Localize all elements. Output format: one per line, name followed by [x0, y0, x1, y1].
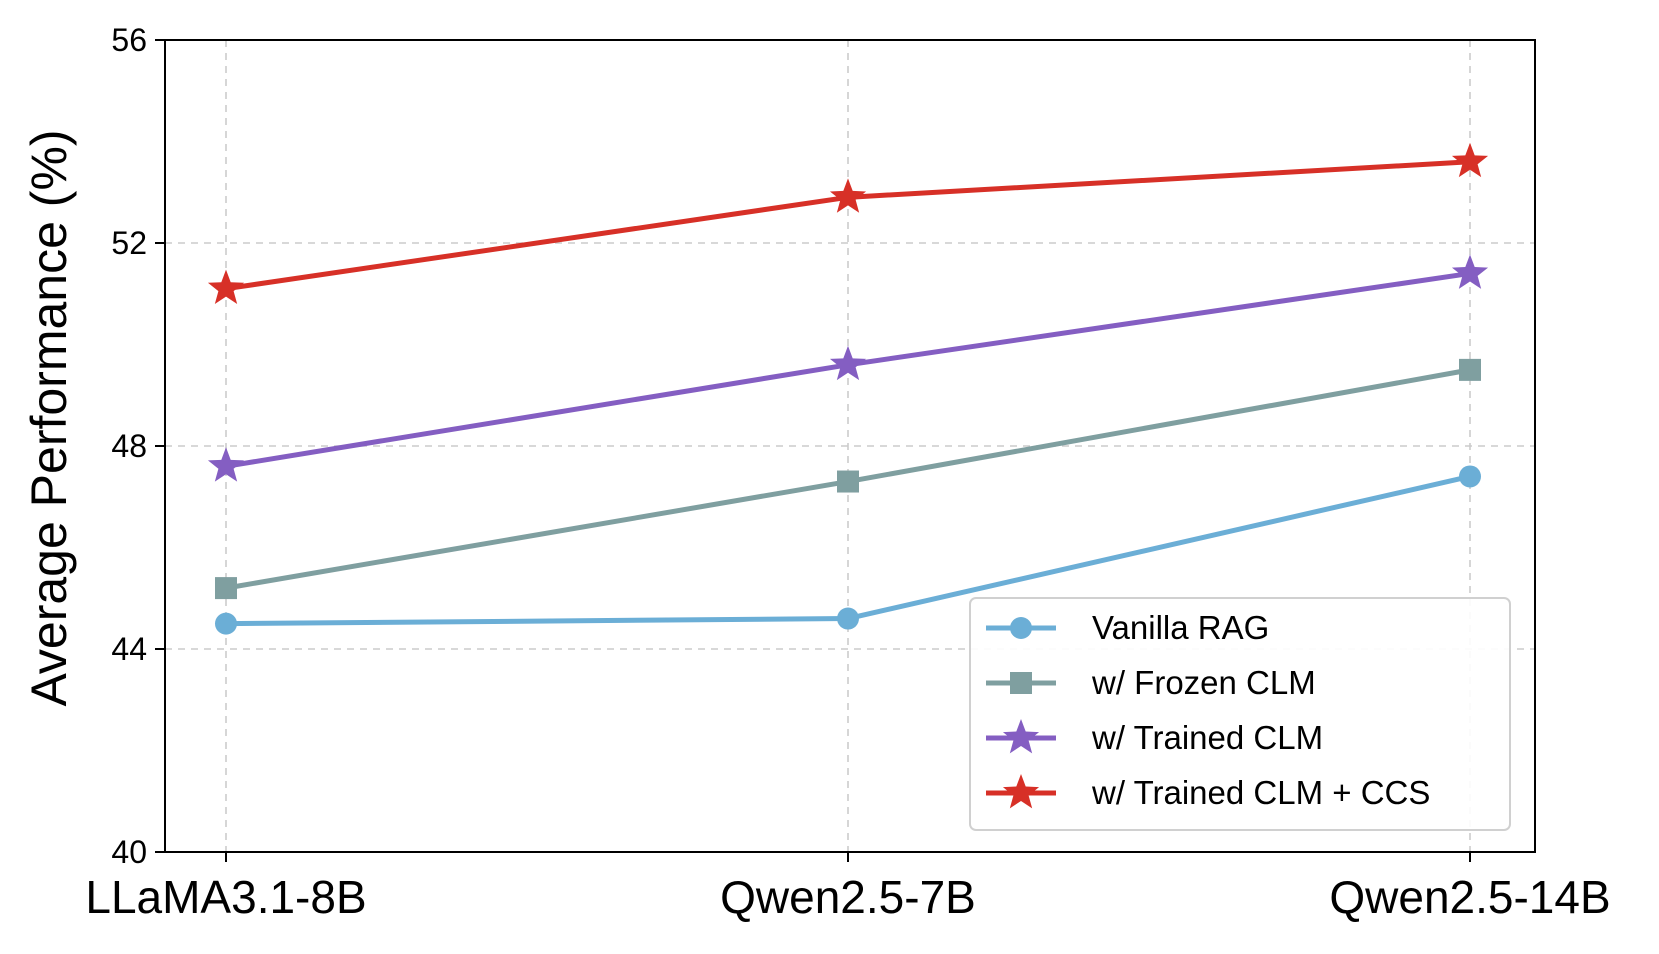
legend-label: w/ Frozen CLM: [1091, 664, 1316, 701]
series-layer: [207, 142, 1489, 635]
legend-entry: w/ Trained CLM: [986, 719, 1323, 756]
data-point-star: [829, 178, 867, 213]
series-2: [215, 358, 1481, 600]
legend-entry: w/ Trained CLM + CCS: [986, 774, 1430, 811]
legend-marker-circle: [1010, 617, 1032, 639]
data-point-square: [837, 470, 859, 493]
data-point-star: [829, 345, 867, 381]
data-point-star: [207, 269, 245, 305]
legend-marker-square: [1010, 672, 1032, 694]
data-point-circle: [215, 612, 237, 635]
series-1: [215, 465, 1481, 635]
x-tick-label: LLaMA3.1-8B: [85, 871, 366, 923]
legend-label: w/ Trained CLM: [1091, 719, 1323, 756]
x-tick-label: Qwen2.5-7B: [720, 871, 976, 923]
legend-box: [969, 597, 1511, 831]
legend-marker-star: [1002, 774, 1040, 809]
y-tick-label: 56: [111, 22, 147, 58]
series-4: [207, 142, 1489, 305]
series-3: [207, 254, 1489, 482]
data-point-circle: [1459, 465, 1481, 488]
legend: Vanilla RAG w/ Frozen CLM w/ Trained CLM w/…: [969, 597, 1511, 831]
data-point-star: [207, 447, 245, 482]
legend-marker-star: [1002, 719, 1040, 754]
y-tick-label: 40: [111, 834, 147, 870]
data-point-star: [1451, 142, 1489, 178]
data-point-square: [1459, 358, 1481, 381]
axes-layer: 40 44 48 52 56 LLaMA3.1-8B Qwen2.5-7B Qwen2.5-1…: [85, 22, 1610, 923]
data-point-circle: [837, 607, 859, 630]
data-point-star: [1451, 254, 1489, 289]
x-tick-label: Qwen2.5-14B: [1329, 871, 1610, 923]
legend-entry: w/ Frozen CLM: [986, 664, 1316, 701]
legend-label: w/ Trained CLM + CCS: [1091, 774, 1430, 811]
data-point-square: [215, 577, 237, 600]
y-tick-label: 48: [111, 428, 147, 464]
y-tick-label: 52: [111, 225, 147, 261]
y-axis-label: Average Performance (%): [21, 129, 77, 706]
legend-label: Vanilla RAG: [1092, 609, 1269, 646]
legend-entry: Vanilla RAG: [986, 609, 1269, 646]
y-tick-label: 44: [111, 631, 147, 667]
